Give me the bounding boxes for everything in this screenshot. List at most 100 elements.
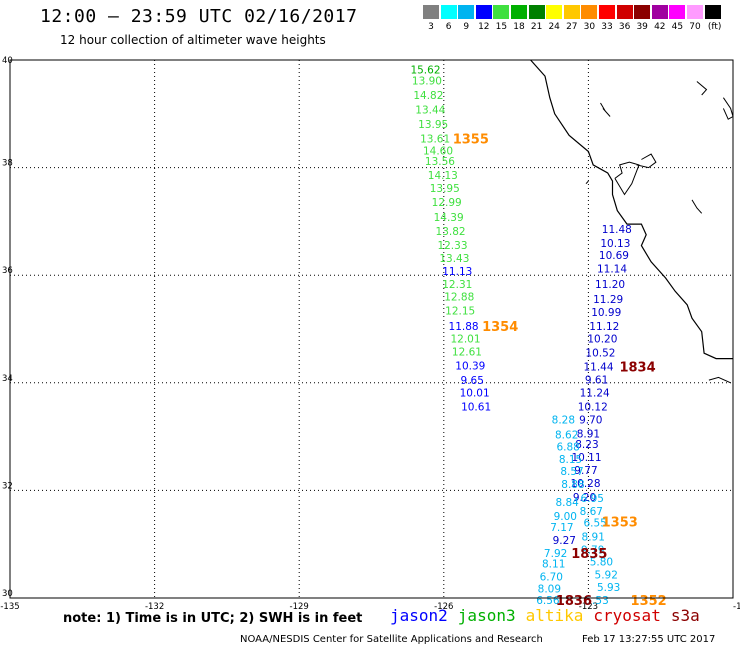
wave-height-label: 11.12: [589, 321, 619, 333]
scale-label: 33: [601, 22, 613, 32]
footer-credit: NOAA/NESDIS Center for Satellite Applica…: [240, 634, 543, 645]
wave-height-label: 8.11: [542, 559, 565, 571]
footer-timestamp: Feb 17 13:27:55 UTC 2017: [582, 634, 716, 645]
lon-axis-label: -123: [579, 602, 598, 612]
california-coastline: [530, 59, 733, 360]
wave-height-label: 12.88: [444, 292, 474, 304]
wave-height-label: 9.65: [461, 375, 484, 387]
wave-height-label: 14.39: [434, 212, 464, 224]
lat-axis-label: 30: [2, 589, 13, 599]
wave-height-label: 10.52: [585, 348, 615, 360]
wave-height-label: 8.57: [560, 466, 583, 478]
lake-outline: [600, 102, 611, 117]
wave-height-label: 11.24: [580, 387, 610, 399]
scale-label: 15: [495, 22, 508, 32]
wave-height-label: 8.88: [561, 479, 584, 491]
wave-height-label: 10.69: [599, 250, 629, 262]
scale-swatch: [704, 5, 721, 19]
wave-height-label: 11.88: [449, 321, 479, 333]
scale-swatch: [616, 5, 633, 19]
wave-height-label: 10.11: [571, 452, 601, 464]
wave-height-label: 10.28: [570, 478, 600, 490]
lake-outline: [691, 199, 703, 214]
wave-height-label: 13.43: [439, 253, 469, 265]
map-frame: [9, 59, 734, 599]
scale-label: 24: [548, 22, 560, 32]
legend-item-s3a: s3a: [670, 606, 700, 625]
lake-outline: [696, 81, 708, 96]
scale-label: 70: [689, 22, 701, 32]
wave-height-label: 11.48: [602, 224, 632, 236]
wave-height-label: 8.62: [555, 429, 578, 441]
island-outline: [585, 180, 589, 185]
lat-lon-grid: [10, 60, 733, 598]
scale-label: 9: [463, 22, 470, 32]
wave-height-label: 9.79: [581, 545, 604, 557]
wave-height-label: 14.13: [428, 170, 458, 182]
wave-height-label: 8.15: [559, 454, 582, 466]
scale-swatch: [458, 5, 475, 19]
wave-height-label: 9.70: [579, 414, 602, 426]
lon-axis-label: -126: [434, 602, 453, 612]
wave-height-label: 13.95: [430, 183, 460, 195]
wave-height-label: 10.61: [461, 401, 491, 413]
lon-axis-label: -135: [0, 602, 19, 612]
wave-height-label: 12.61: [452, 347, 482, 359]
wave-height-label: 6.95: [581, 493, 604, 505]
scale-swatch: [440, 5, 457, 19]
scale-label: 39: [636, 22, 648, 32]
scale-swatch: [475, 5, 492, 19]
island-outline: [708, 376, 731, 384]
wave-height-label: 5.80: [590, 556, 613, 568]
scale-swatch: [546, 5, 563, 19]
wave-height-label: 11.29: [593, 294, 623, 306]
wave-height-label: 12.31: [442, 279, 472, 291]
scale-label: 30: [583, 22, 596, 32]
wave-height-label: 9.20: [573, 492, 596, 504]
lat-axis-label: 32: [2, 481, 13, 491]
lon-axis-label: -132: [145, 602, 164, 612]
scale-unit: (ft): [707, 22, 722, 32]
wave-height-label: 6.70: [540, 571, 563, 583]
wave-height-label: 9.77: [574, 465, 597, 477]
scale-label: 12: [478, 22, 490, 32]
wave-height-label: 8.91: [577, 428, 600, 440]
wave-height-label: 8.67: [580, 506, 603, 518]
wave-height-label: 11.20: [595, 279, 625, 291]
wave-height-label: 6.88: [556, 441, 579, 453]
scale-label: 3: [428, 22, 434, 32]
wave-height-label: 12.99: [432, 197, 462, 209]
wave-height-label: 8.23: [575, 439, 598, 451]
scale-label: 42: [654, 22, 666, 32]
scale-label: 21: [530, 22, 543, 32]
wave-height-label: 11.13: [442, 266, 472, 278]
wave-height-label: 10.13: [600, 238, 630, 250]
wave-height-label: 10.99: [591, 307, 621, 319]
wave-height-label: 9.61: [585, 375, 608, 387]
legend-item-jason2: jason2: [390, 606, 448, 625]
delta-outline: [636, 153, 657, 169]
scale-label: 6: [445, 22, 452, 32]
wave-height-label: 13.95: [418, 119, 448, 131]
wave-height-label: 13.82: [436, 226, 466, 238]
wave-height-label: 7.17: [550, 522, 573, 534]
scale-label: 45: [671, 22, 684, 32]
note-text: note: 1) Time is in UTC; 2) SWH is in fe…: [63, 611, 363, 626]
page-title: 12:00 – 23:59 UTC 02/16/2017: [40, 6, 358, 27]
scale-swatch: [599, 5, 615, 19]
scale-swatch: [581, 5, 598, 19]
wave-height-label: 13.61: [420, 134, 450, 146]
wave-height-label: 11.44: [583, 362, 613, 374]
wave-height-label: 12.33: [437, 240, 467, 252]
wave-height-label: 9.27: [553, 535, 576, 547]
scale-swatch: [528, 5, 545, 19]
time-label: 1353: [602, 516, 638, 531]
lat-axis-label: 40: [2, 56, 13, 66]
scale-swatch: [493, 5, 510, 19]
san-francisco-bay: [614, 161, 640, 196]
wave-height-label: 6.55: [583, 518, 606, 530]
wave-height-label: 15.62: [410, 65, 440, 77]
wave-height-label: 8.91: [582, 532, 605, 544]
wave-height-label: 11.14: [597, 264, 627, 276]
